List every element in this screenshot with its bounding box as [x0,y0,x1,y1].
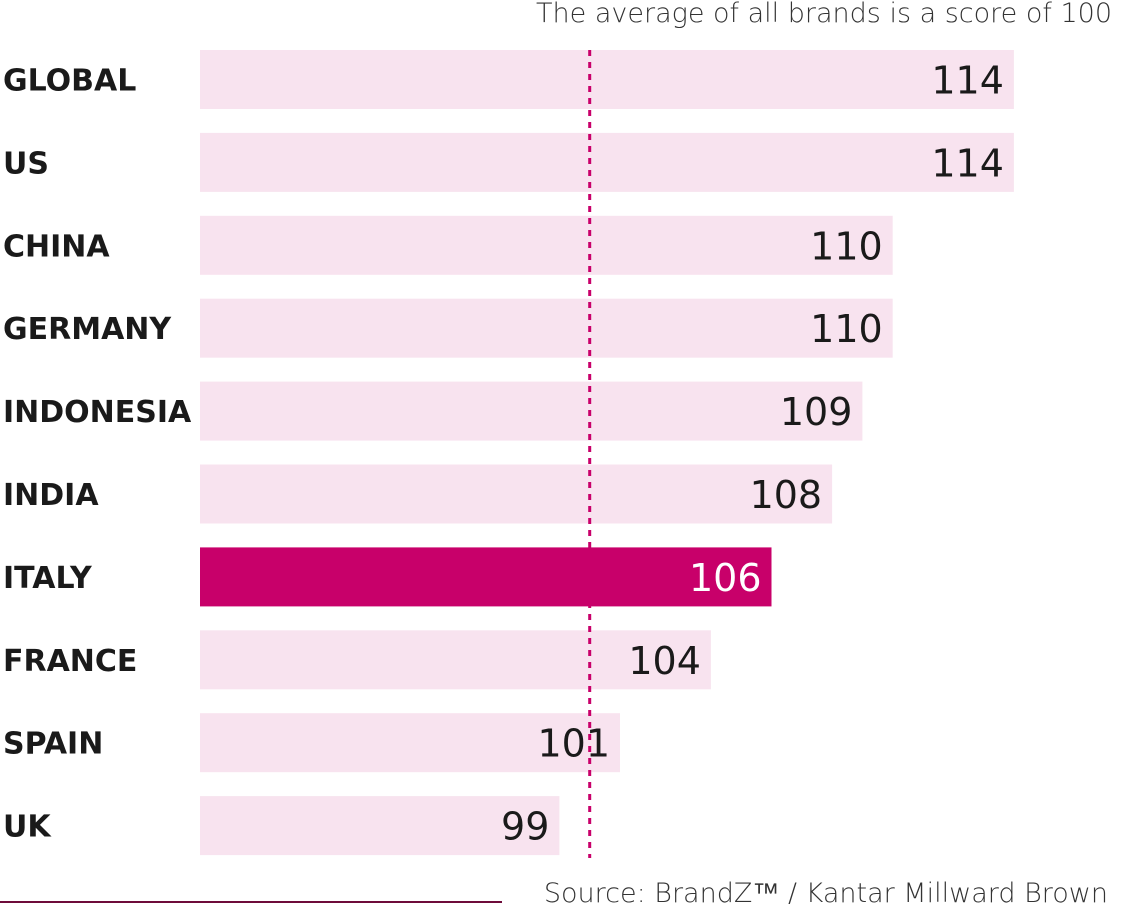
value-label-india: 108 [750,473,823,517]
bar-uk [200,796,560,856]
category-label-indonesia: INDONESIA [3,395,192,430]
chart-annotation: The average of all brands is a score of … [536,0,1112,29]
category-labels-layer: GLOBAL US CHINA GERMANY INDONESIA INDIA ITALY F… [3,64,192,845]
category-label-us: US [3,146,49,181]
bar-germany [200,298,893,358]
bar-global [200,50,1014,109]
value-label-france: 104 [628,639,701,683]
value-label-italy: 106 [689,556,762,600]
bar-china [200,215,893,275]
value-label-china: 110 [810,224,883,268]
bar-india [200,464,833,524]
bar-spain [200,713,620,773]
bar-indonesia [200,381,863,441]
category-label-france: FRANCE [3,644,137,679]
category-label-global: GLOBAL [3,64,136,99]
value-label-indonesia: 109 [780,390,853,434]
category-label-india: INDIA [3,478,99,513]
category-label-spain: SPAIN [3,727,103,762]
value-label-uk: 99 [501,805,549,849]
source-text: Source: BrandZ™ / Kantar Millward Brown [544,878,1108,904]
category-label-germany: GERMANY [3,312,172,347]
bar-france [200,630,711,690]
category-label-china: CHINA [3,229,110,264]
value-label-spain: 101 [537,722,610,766]
value-label-germany: 110 [810,307,883,351]
bar-italy [200,547,772,607]
value-labels-layer: 114 114 110 110 109 108 106 104 101 99 [501,59,1004,849]
bars-layer [200,50,1014,856]
value-label-global: 114 [931,59,1004,103]
bar-us [200,132,1014,192]
category-label-uk: UK [3,810,52,845]
category-label-italy: ITALY [3,561,93,596]
value-label-us: 114 [931,141,1004,185]
